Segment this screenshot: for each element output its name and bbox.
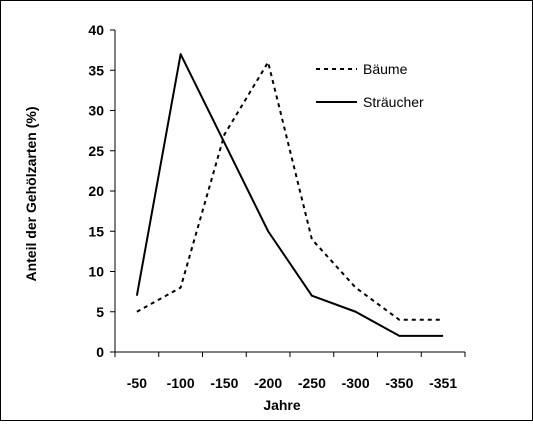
y-tick-label: 35 <box>88 62 104 78</box>
x-tick-label: -50 <box>127 375 147 391</box>
legend-label: Sträucher <box>363 94 424 110</box>
y-tick-label: 40 <box>88 22 104 38</box>
x-tick-label: -350 <box>385 375 413 391</box>
y-tick-labels: 0 5 10 15 20 25 30 35 40 <box>88 22 104 360</box>
series-lines <box>135 53 444 337</box>
y-tick-label: 30 <box>88 103 104 119</box>
x-tick-label: -300 <box>342 375 370 391</box>
x-axis-title: Jahre <box>263 397 301 413</box>
y-tick-label: 5 <box>96 304 104 320</box>
y-tick-label: 0 <box>96 344 104 360</box>
x-tick-label: -250 <box>298 375 326 391</box>
y-tick-label: 15 <box>88 223 104 239</box>
axes <box>110 29 466 357</box>
y-tick-label: 20 <box>88 183 104 199</box>
y-tick-label: 10 <box>88 264 104 280</box>
series-line-straeucher <box>135 53 444 337</box>
y-tick-label: 25 <box>88 143 104 159</box>
series-line-baeume <box>136 61 444 321</box>
legend-label: Bäume <box>363 61 408 77</box>
x-tick-labels: -50 -100 -150 -200 -250 -300 -350 -351 <box>127 375 458 391</box>
legend: Bäume Sträucher <box>316 61 424 110</box>
x-tick-label: -200 <box>254 375 282 391</box>
x-tick-label: -351 <box>429 375 457 391</box>
x-tick-label: -100 <box>167 375 195 391</box>
y-axis-title: Anteil der Gehölzarten (%) <box>23 106 39 281</box>
x-tick-label: -150 <box>210 375 238 391</box>
